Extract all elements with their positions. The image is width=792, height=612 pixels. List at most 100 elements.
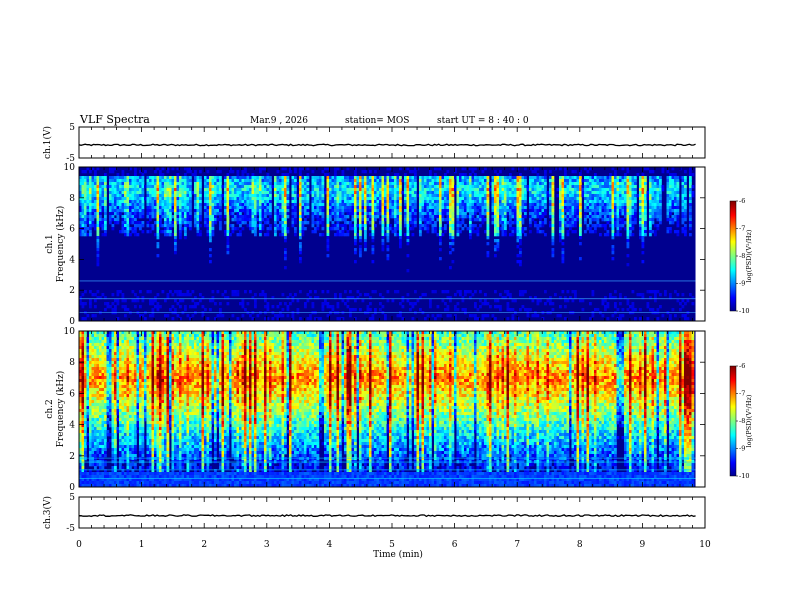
spectrogram-cell <box>344 206 347 210</box>
spectrogram-cell <box>199 293 202 297</box>
spectrogram-cell <box>116 188 120 192</box>
spectrogram-cell <box>354 227 357 231</box>
spectrogram-cell <box>371 182 375 186</box>
spectrogram-cell <box>276 215 280 219</box>
spectrogram-cell <box>626 194 630 198</box>
spectrogram-cell <box>459 182 462 186</box>
spectrogram-cell <box>386 197 390 201</box>
spectrogram-cell <box>364 236 367 240</box>
spectrogram-cell <box>111 170 115 174</box>
spectrogram-cell <box>224 176 227 180</box>
spectrogram-cell <box>386 203 390 207</box>
spectrogram-cell <box>651 215 655 219</box>
spectrogram-cell <box>644 200 647 204</box>
spectrogram-cell <box>544 173 547 177</box>
spectrogram-cell <box>121 218 125 222</box>
spectrogram-cell <box>371 209 375 213</box>
spectrogram-cell <box>346 200 350 204</box>
spectrogram-cell <box>264 167 267 171</box>
spectrogram-cell <box>226 215 230 219</box>
spectrogram-cell <box>329 179 332 183</box>
spectrogram-cell <box>451 191 455 195</box>
spectrogram-cell <box>121 188 125 192</box>
spectrogram-cell <box>79 230 82 234</box>
spectrogram-cell <box>159 176 162 180</box>
spectrogram-cell <box>259 230 262 234</box>
spectrogram-cell <box>581 308 585 312</box>
spectrogram-cell <box>341 176 345 180</box>
spectrogram-cell <box>96 176 100 180</box>
spectrogram-cell <box>279 206 282 210</box>
spectrogram-cell <box>559 305 562 309</box>
spectrogram-cell <box>429 185 432 189</box>
spectrogram-cell <box>629 182 632 186</box>
spectrogram-cell <box>644 227 647 231</box>
spectrogram-cell <box>561 182 565 186</box>
spectrogram-cell <box>411 305 415 309</box>
spectrogram-cell <box>474 167 477 171</box>
spectrogram-cell <box>379 176 382 180</box>
spectrogram-cell <box>291 200 295 204</box>
spectrogram-cell <box>599 176 602 180</box>
spectrogram-cell <box>141 173 145 177</box>
spectrogram-cell <box>594 200 597 204</box>
spectrogram-cell <box>484 197 487 201</box>
spectrogram-cell <box>231 182 235 186</box>
spectrogram-cell <box>484 293 487 297</box>
spectrogram-cell <box>81 302 85 306</box>
spectrogram-cell <box>231 218 235 222</box>
spectrogram-cell <box>436 305 440 309</box>
spectrogram-cell <box>601 176 605 180</box>
spectrogram-cell <box>484 218 487 222</box>
spectrogram-cell <box>216 191 220 195</box>
spectrogram-cell <box>534 314 537 318</box>
spectrogram-cell <box>509 197 512 201</box>
spectrogram-cell <box>206 176 210 180</box>
spectrogram-cell <box>356 290 360 294</box>
spectrogram-cell <box>481 188 485 192</box>
spectrogram-cell <box>186 191 190 195</box>
spectrogram-cell <box>96 212 100 216</box>
spectrogram-cell <box>371 200 375 204</box>
spectrogram-cell <box>544 194 547 198</box>
spectrogram-cell <box>586 176 590 180</box>
spectrogram-cell <box>194 212 197 216</box>
spectrogram-cell <box>199 230 202 234</box>
spectrogram-cell <box>181 203 185 207</box>
spectrogram-cell <box>406 242 410 246</box>
spectrogram-cell <box>231 230 235 234</box>
spectrogram-cell <box>611 200 615 204</box>
spectrogram-cell <box>349 185 352 189</box>
spectrogram-cell <box>426 197 430 201</box>
spectrogram-cell <box>159 215 162 219</box>
spectrogram-cell <box>639 236 642 240</box>
spectrogram-cell <box>391 200 395 204</box>
spectrogram-cell <box>101 185 105 189</box>
spectrogram-cell <box>171 203 175 207</box>
spectrogram-cell <box>171 209 175 213</box>
spectrogram-cell <box>261 188 265 192</box>
spectrogram-cell <box>436 206 440 210</box>
spectrogram-cell <box>316 188 320 192</box>
spectrogram-cell <box>251 296 255 300</box>
spectrogram-cell <box>464 185 467 189</box>
spectrogram-cell <box>229 209 232 213</box>
spectrogram-cell <box>121 296 125 300</box>
spectrogram-cell <box>601 206 605 210</box>
spectrogram-cell <box>224 290 227 294</box>
spectrogram-cell <box>204 185 207 189</box>
spectrogram-cell <box>146 290 150 294</box>
spectrogram-cell <box>389 206 392 210</box>
spectrogram-cell <box>509 296 512 300</box>
spectrogram-cell <box>611 191 615 195</box>
spectrogram-cell <box>644 212 647 216</box>
spectrogram-cell <box>246 185 250 189</box>
spectrogram-cell <box>614 305 617 309</box>
spectrogram-cell <box>479 191 482 195</box>
spectrogram-cell <box>559 188 562 192</box>
spectrogram-cell <box>236 206 240 210</box>
spectrogram-cell <box>116 176 120 180</box>
spectrogram-cell <box>254 293 257 297</box>
spectrogram-cell <box>381 296 385 300</box>
spectrogram-cell <box>211 197 215 201</box>
